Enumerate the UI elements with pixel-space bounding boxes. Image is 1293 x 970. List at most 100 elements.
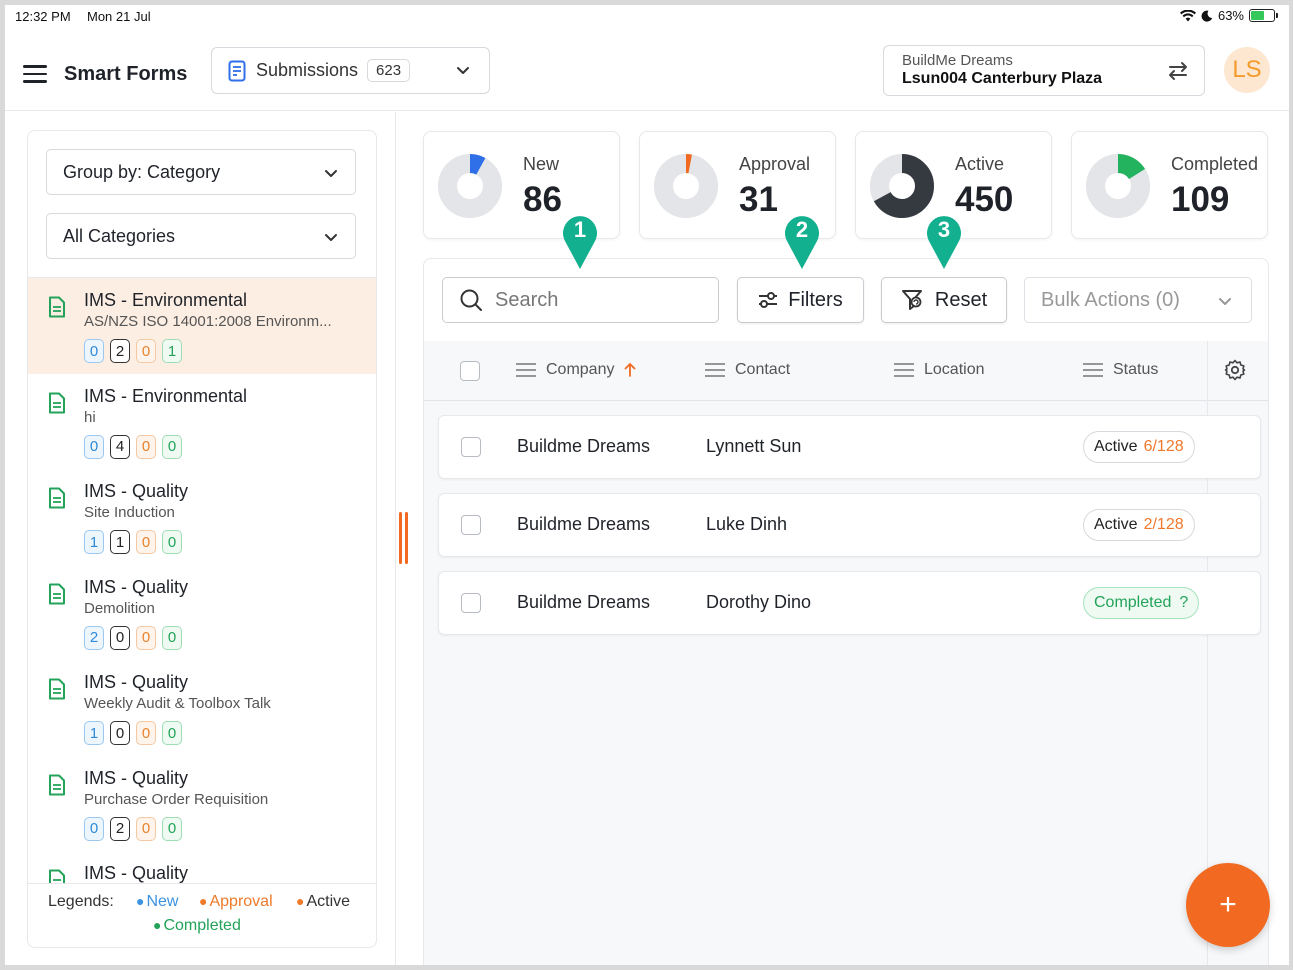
new-count-badge: 2 <box>84 625 104 650</box>
status-date: Mon 21 Jul <box>87 9 151 24</box>
reset-button[interactable]: Reset <box>881 277 1007 323</box>
search-input[interactable] <box>495 288 695 312</box>
chevron-down-icon <box>1219 298 1231 305</box>
company-cell: Buildme Dreams <box>517 514 651 534</box>
search-box[interactable] <box>442 277 719 323</box>
table-header: Company Contact Location Status <box>424 341 1268 401</box>
bulk-actions-dropdown[interactable]: Bulk Actions (0) <box>1024 277 1252 323</box>
select-all-checkbox[interactable] <box>460 361 480 381</box>
filters-button[interactable]: Filters <box>737 277 864 323</box>
project-company: BuildMe Dreams <box>902 52 1013 69</box>
completed-count-badge: 0 <box>162 721 182 745</box>
category-item[interactable]: IMS - Quality Site Induction 1 1 0 0 <box>28 469 376 565</box>
group-by-dropdown[interactable]: Group by: Category <box>46 149 356 195</box>
legend-active: ● Active <box>296 893 351 910</box>
status-badge: Active 6/128 <box>1083 431 1195 463</box>
legend-new: ● New <box>136 893 179 910</box>
active-count-badge: 2 <box>110 816 130 841</box>
category-subtitle: Site Induction <box>84 504 175 521</box>
user-avatar[interactable]: LS <box>1224 47 1270 93</box>
stat-donut-new <box>438 154 502 218</box>
completed-count-badge: 0 <box>162 816 182 841</box>
stat-card-approval[interactable]: Approval 31 <box>639 131 836 239</box>
stat-label: Active <box>955 154 1005 174</box>
project-switcher[interactable]: BuildMe Dreams Lsun004 Canterbury Plaza <box>883 45 1205 96</box>
chevron-down-icon <box>325 234 337 241</box>
swap-icon <box>1169 62 1187 80</box>
approval-count-badge: 0 <box>136 625 156 650</box>
column-header-location[interactable]: Location <box>894 361 985 379</box>
status-bar: 12:32 PM Mon 21 Jul 63% <box>5 5 1289 29</box>
drag-lines-icon <box>516 363 536 377</box>
stat-card-completed[interactable]: Completed 109 <box>1071 131 1268 239</box>
stat-value: 109 <box>1171 180 1230 219</box>
submission-count-badge: 623 <box>367 59 411 82</box>
document-icon <box>49 487 65 509</box>
filters-label: Filters <box>788 288 843 311</box>
new-count-badge: 0 <box>84 434 104 459</box>
category-item[interactable]: IMS - Quality Purchase Order Requisition… <box>28 756 376 852</box>
column-header-status[interactable]: Status <box>1083 361 1158 379</box>
document-icon <box>49 583 65 604</box>
completed-count-badge: 0 <box>162 625 182 650</box>
stat-card-new[interactable]: New 86 <box>423 131 620 239</box>
category-item[interactable]: IMS - Quality <box>28 851 376 883</box>
table-row[interactable]: Buildme Dreams Lynnett Sun Active 6/128 <box>438 415 1261 479</box>
count-badges: 0 2 0 0 <box>84 816 376 841</box>
count-badges: 2 0 0 0 <box>84 625 376 650</box>
row-checkbox[interactable] <box>461 437 481 457</box>
category-item[interactable]: IMS - Quality Demolition 2 0 0 0 <box>28 565 376 661</box>
active-count-badge: 2 <box>110 339 130 363</box>
count-badges: 0 4 0 0 <box>84 434 376 459</box>
category-subtitle: AS/NZS ISO 14001:2008 Environm... <box>84 313 332 330</box>
approval-count-badge: 0 <box>136 434 156 459</box>
column-header-contact[interactable]: Contact <box>705 361 790 379</box>
sort-ascending-icon <box>625 363 636 377</box>
category-filter-dropdown[interactable]: All Categories <box>46 213 356 259</box>
panel-resize-handle[interactable] <box>399 512 409 564</box>
chevron-down-icon <box>457 67 469 74</box>
battery-fill <box>1251 11 1265 20</box>
row-checkbox[interactable] <box>461 515 481 535</box>
new-count-badge: 0 <box>84 339 104 363</box>
active-count-badge: 4 <box>110 434 130 459</box>
gear-icon[interactable] <box>1224 359 1246 381</box>
completed-count-badge: 0 <box>162 434 182 459</box>
view-selector-dropdown[interactable]: Submissions 623 <box>211 47 490 94</box>
status-time: 12:32 PM <box>15 9 71 24</box>
group-by-label: Group by: Category <box>63 161 221 182</box>
approval-count-badge: 0 <box>136 530 156 554</box>
new-count-badge: 1 <box>84 530 104 554</box>
stat-value: 450 <box>955 180 1014 219</box>
form-list-icon <box>228 60 246 81</box>
category-subtitle: Weekly Audit & Toolbox Talk <box>84 695 271 712</box>
filter-reset-icon <box>901 290 922 310</box>
sliders-icon <box>759 292 778 308</box>
company-cell: Buildme Dreams <box>517 436 651 456</box>
status-legend: Legends: ● New ● Approval ● Active ● Complet… <box>28 883 376 947</box>
category-item[interactable]: IMS - Environmental AS/NZS ISO 14001:200… <box>28 278 376 374</box>
battery-percent: 63% <box>1217 8 1244 23</box>
add-submission-button[interactable]: + <box>1186 863 1270 947</box>
svg-text:2: 2 <box>796 217 808 242</box>
chevron-down-icon <box>325 170 337 177</box>
category-item[interactable]: IMS - Quality Weekly Audit & Toolbox Tal… <box>28 660 376 756</box>
status-badge: Active 2/128 <box>1083 509 1195 541</box>
menu-icon[interactable] <box>23 65 47 83</box>
active-count-badge: 0 <box>110 625 130 650</box>
company-cell: Buildme Dreams <box>517 592 651 612</box>
column-header-company[interactable]: Company <box>516 361 636 379</box>
table-row[interactable]: Buildme Dreams Dorothy Dino Completed? <box>438 571 1261 635</box>
row-checkbox[interactable] <box>461 593 481 613</box>
drag-lines-icon <box>1083 363 1103 377</box>
category-subtitle: Demolition <box>84 599 155 617</box>
app-frame: 12:32 PM Mon 21 Jul 63% Smart Forms Subm… <box>5 5 1289 965</box>
category-item[interactable]: IMS - Environmental hi 0 4 0 0 <box>28 374 376 470</box>
document-icon <box>49 392 65 413</box>
category-subtitle: Purchase Order Requisition <box>84 790 269 808</box>
tutorial-pin-3: 3 <box>927 216 961 269</box>
table-row[interactable]: Buildme Dreams Luke Dinh Active 2/128 <box>438 493 1261 557</box>
bulk-actions-label: Bulk Actions (0) <box>1041 288 1180 311</box>
stat-donut-active <box>870 154 934 218</box>
stat-donut-completed <box>1086 154 1150 218</box>
